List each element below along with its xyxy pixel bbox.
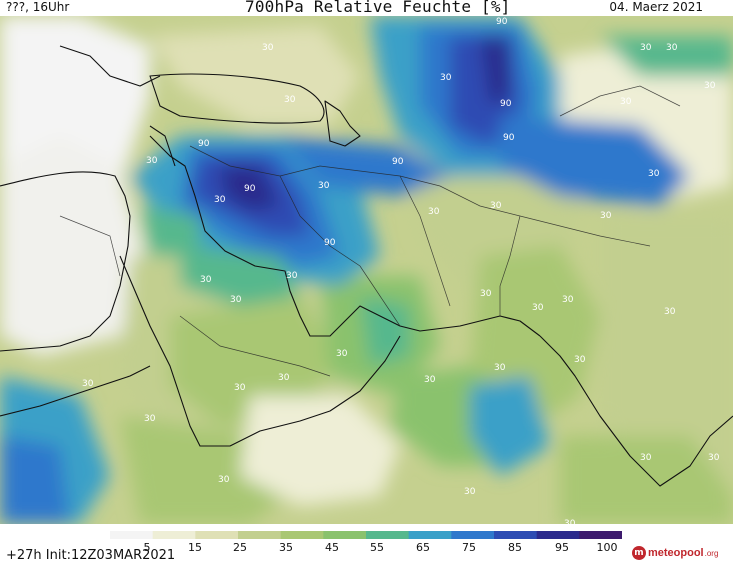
contour-label: 30 [490, 201, 502, 211]
colorbar-segments [110, 531, 622, 539]
colorbar-segment [110, 531, 154, 539]
contour-label: 90 [198, 139, 210, 149]
contour-label: 30 [218, 475, 230, 485]
colorbar-segment [323, 531, 367, 539]
contour-label: 30 [648, 169, 660, 179]
contour-label: 30 [230, 295, 242, 305]
border-line [279, 175, 401, 327]
humidity-map: 30 30 90 90 90 90 90 90 90 30 30 30 30 3… [0, 16, 733, 524]
contour-label: 30 [562, 295, 574, 305]
colorbar-tick-label: 65 [416, 541, 430, 554]
valid-time-label: ???, 16Uhr [6, 0, 70, 14]
colorbar-tick-label: 95 [555, 541, 569, 554]
coastlines [0, 45, 733, 487]
contour-label: 90 [324, 238, 336, 248]
contour-label: 30 [620, 97, 632, 107]
colorbar-segment [579, 531, 622, 539]
colorbar-segment [238, 531, 282, 539]
border-line [189, 145, 651, 247]
humidity-field [0, 16, 733, 524]
contour-label: 90 [496, 17, 508, 27]
contour-label: 90 [244, 184, 256, 194]
arabia-coast [119, 255, 401, 447]
logo-brand-text: meteopool [648, 547, 704, 559]
contour-label: 30 [704, 81, 716, 91]
balkan-coast [59, 45, 161, 87]
contour-label: 90 [503, 133, 515, 143]
colorbar-tick-label: 45 [325, 541, 339, 554]
date-label: 04. Maerz 2021 [609, 0, 703, 14]
forecast-init-label: +27h Init:12Z03MAR2021 [6, 548, 176, 563]
map-title: 700hPa Relative Feuchte [%] [245, 0, 511, 16]
anatolia-coast [149, 125, 176, 167]
contour-label: 30 [532, 303, 544, 313]
colorbar-segment [152, 531, 196, 539]
map-canvas: 30 30 90 90 90 90 90 90 90 30 30 30 30 3… [0, 16, 733, 524]
borders [59, 85, 681, 377]
logo-circle-icon: m [632, 546, 646, 560]
colorbar-ticks: 5 15 25 35 45 55 65 75 85 95 100 [0, 541, 733, 555]
contour-label: 30 [318, 181, 330, 191]
gulf-coast [149, 135, 541, 337]
africa-coast [0, 365, 151, 417]
contour-label: 90 [500, 99, 512, 109]
contour-label: 30 [336, 349, 348, 359]
contour-label: 90 [392, 157, 404, 167]
meteopool-logo[interactable]: m meteopool .org [632, 546, 718, 560]
colorbar-segment [451, 531, 495, 539]
colorbar-tick-label: 85 [508, 541, 522, 554]
colorbar-tick-label: 75 [462, 541, 476, 554]
contour-label: 30 [480, 289, 492, 299]
contour-label: 30 [640, 43, 652, 53]
india-coast [539, 335, 733, 487]
header-bar: ???, 16Uhr 700hPa Relative Feuchte [%] 0… [0, 0, 733, 16]
contour-label: 30 [494, 363, 506, 373]
colorbar-segment [280, 531, 324, 539]
border-line [559, 85, 681, 117]
border-line [399, 175, 451, 307]
contour-label: 30 [262, 43, 274, 53]
contour-label: 30 [564, 519, 576, 524]
contour-labels: 30 30 90 90 90 90 90 90 90 30 30 30 30 3… [82, 17, 720, 524]
contour-label: 30 [82, 379, 94, 389]
contour-label: 30 [278, 373, 290, 383]
contour-label: 30 [284, 95, 296, 105]
colorbar-segment [536, 531, 580, 539]
colorbar-segment [494, 531, 538, 539]
caspian-south [324, 100, 361, 147]
colorbar-segment [408, 531, 452, 539]
contour-label: 30 [708, 453, 720, 463]
colorbar-tick-label: 15 [188, 541, 202, 554]
nile-coast [0, 171, 131, 352]
contour-label: 30 [666, 43, 678, 53]
black-sea [149, 73, 325, 124]
colorbar-segment [195, 531, 239, 539]
contour-label: 30 [574, 355, 586, 365]
contour-label: 30 [200, 275, 212, 285]
contour-label: 30 [286, 271, 298, 281]
contour-label: 30 [440, 73, 452, 83]
contour-label: 30 [428, 207, 440, 217]
contour-label: 30 [214, 195, 226, 205]
colorbar-tick-label: 5 [143, 541, 151, 554]
colorbar-segment [366, 531, 410, 539]
contour-label: 30 [144, 414, 156, 424]
border-line [59, 215, 121, 277]
border-line [499, 215, 521, 316]
contour-label: 30 [464, 487, 476, 497]
colorbar-tick-label: 100 [596, 541, 618, 554]
footer-bar: 5 15 25 35 45 55 65 75 85 95 100 +27h Init:12Z03MA… [0, 524, 733, 566]
contour-label: 30 [600, 211, 612, 221]
contour-label: 30 [640, 453, 652, 463]
contour-label: 30 [664, 307, 676, 317]
contour-label: 30 [146, 156, 158, 166]
colorbar-tick-label: 55 [370, 541, 384, 554]
border-line [179, 315, 331, 377]
colorbar-tick-label: 35 [279, 541, 293, 554]
colorbar [110, 531, 622, 539]
colorbar-tick-label: 25 [233, 541, 247, 554]
contour-label: 30 [234, 383, 246, 393]
logo-brand-suffix: .org [704, 548, 719, 558]
contour-label: 30 [424, 375, 436, 385]
